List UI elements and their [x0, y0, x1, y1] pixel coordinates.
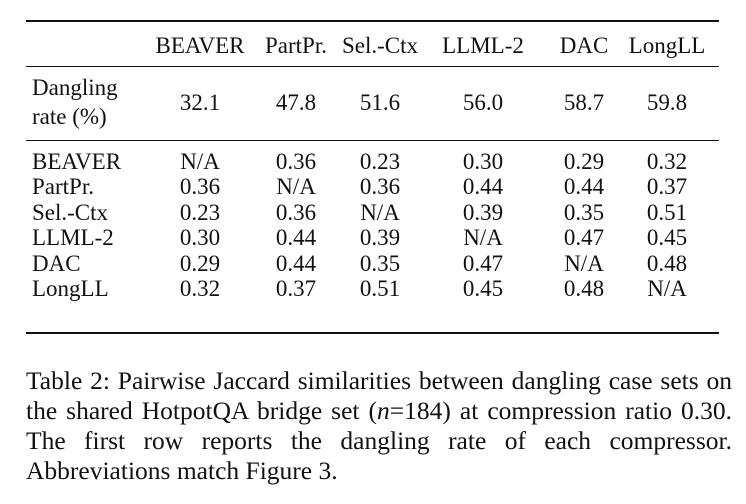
caption-n-variable: n — [377, 396, 390, 425]
row-label: BEAVER — [32, 149, 122, 174]
jaccard-cell: N/A — [647, 276, 687, 301]
header-rule — [26, 66, 719, 67]
jaccard-cell: 0.32 — [646, 149, 688, 174]
caption-ratio: 0.30 — [681, 396, 726, 425]
jaccard-cell: 0.47 — [563, 225, 605, 250]
jaccard-cell: N/A — [564, 251, 604, 276]
column-header: PartPr. — [265, 33, 327, 58]
jaccard-cell: 0.48 — [646, 251, 688, 276]
jaccard-cell: 0.30 — [179, 225, 221, 250]
top-rule — [26, 20, 719, 22]
column-header: LLML-2 — [442, 33, 524, 58]
row-label: Sel.-Ctx — [32, 200, 109, 225]
jaccard-cell: 0.36 — [275, 149, 317, 174]
jaccard-cell: 0.45 — [462, 276, 504, 301]
row-label: LongLL — [32, 276, 109, 301]
row-label: DAC — [32, 251, 81, 276]
jaccard-cell: 0.23 — [359, 149, 401, 174]
column-header: DAC — [559, 33, 609, 58]
jaccard-cell: 0.45 — [646, 225, 688, 250]
jaccard-cell: 0.35 — [359, 251, 401, 276]
dangling-rate-cell: 58.7 — [563, 90, 605, 115]
jaccard-cell: 0.44 — [462, 174, 504, 199]
jaccard-cell: 0.48 — [563, 276, 605, 301]
column-header: Sel.-Ctx — [341, 33, 419, 58]
jaccard-cell: 0.37 — [275, 276, 317, 301]
caption-n-equals: =184) at compression ratio — [389, 396, 681, 425]
jaccard-cell: 0.44 — [563, 174, 605, 199]
jaccard-cell: 0.44 — [275, 225, 317, 250]
jaccard-cell: 0.39 — [359, 225, 401, 250]
dangling-label-line2: rate (%) — [32, 104, 107, 129]
jaccard-cell: 0.35 — [563, 200, 605, 225]
table-caption: Table 2: Pairwise Jaccard similarities b… — [26, 366, 732, 486]
column-header: LongLL — [628, 33, 706, 58]
jaccard-cell: 0.47 — [462, 251, 504, 276]
jaccard-cell: 0.23 — [179, 200, 221, 225]
jaccard-cell: 0.36 — [359, 174, 401, 199]
jaccard-cell: N/A — [360, 200, 400, 225]
column-header: BEAVER — [155, 33, 245, 58]
jaccard-cell: N/A — [180, 149, 220, 174]
bottom-rule — [26, 332, 719, 334]
jaccard-cell: 0.36 — [275, 200, 317, 225]
jaccard-cell: 0.32 — [179, 276, 221, 301]
dangling-rate-cell: 59.8 — [646, 90, 688, 115]
jaccard-cell: 0.36 — [179, 174, 221, 199]
jaccard-cell: 0.29 — [563, 149, 605, 174]
jaccard-cell: 0.30 — [462, 149, 504, 174]
jaccard-cell: N/A — [276, 174, 316, 199]
dangling-rule — [26, 140, 719, 141]
jaccard-cell: 0.51 — [646, 200, 688, 225]
caption-text-2: . The first row reports the dangling rat… — [26, 396, 732, 485]
dangling-rate-cell: 32.1 — [179, 90, 221, 115]
jaccard-cell: 0.37 — [646, 174, 688, 199]
dangling-label-line1: Dangling — [32, 75, 118, 100]
row-label: PartPr. — [32, 174, 94, 199]
dangling-rate-cell: 47.8 — [275, 90, 317, 115]
dangling-rate-cell: 51.6 — [359, 90, 401, 115]
jaccard-cell: 0.51 — [359, 276, 401, 301]
jaccard-cell: N/A — [463, 225, 503, 250]
jaccard-cell: 0.39 — [462, 200, 504, 225]
jaccard-cell: 0.44 — [275, 251, 317, 276]
row-label: LLML-2 — [32, 225, 114, 250]
dangling-rate-cell: 56.0 — [462, 90, 504, 115]
caption-text-1: Table 2: Pairwise Jaccard similarities b… — [26, 366, 732, 425]
jaccard-cell: 0.29 — [179, 251, 221, 276]
